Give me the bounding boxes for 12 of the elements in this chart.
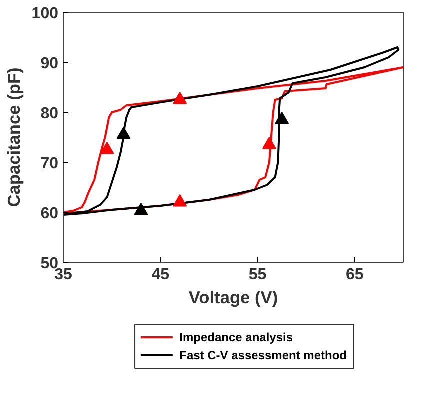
legend-label: Fast C-V assessment method	[180, 348, 348, 362]
x-axis-title: Voltage (V)	[188, 288, 278, 308]
x-tick-label: 45	[152, 266, 170, 284]
y-axis-title: Capacitance (pF)	[4, 68, 24, 208]
x-tick-label: 55	[248, 266, 267, 284]
y-tick-label: 60	[40, 206, 59, 222]
y-tick-label: 100	[32, 6, 59, 22]
y-tick-label: 90	[40, 56, 59, 72]
x-tick-label: 65	[346, 266, 364, 284]
y-tick-label: 70	[40, 156, 59, 172]
y-tick-label: 80	[40, 106, 59, 122]
legend-label: Impedance analysis	[180, 330, 294, 344]
